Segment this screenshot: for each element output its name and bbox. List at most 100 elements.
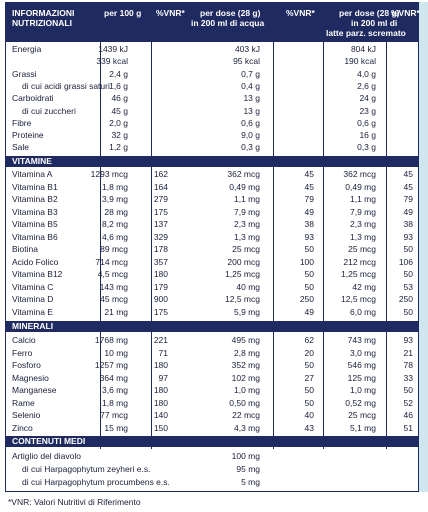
vnr-per100: 150: [153, 422, 168, 433]
dose-water-value: 0,6 g: [241, 117, 260, 128]
per100-value: 1293 mcg: [90, 169, 128, 179]
header-milk-line1: per dose (28 g): [339, 8, 400, 18]
dose-water-value: 1,3 mg: [234, 231, 260, 242]
header-vnr1: %VNR*: [156, 8, 185, 18]
per100-value: 3,9 mg: [102, 194, 128, 204]
vnr-dose-milk: 50: [403, 244, 413, 254]
column-divider: [151, 42, 152, 449]
dose-milk-value: 5,1 mg: [350, 422, 376, 433]
vnr-dose-milk: 45: [403, 181, 413, 192]
per100-value: 1,6 g: [109, 80, 128, 91]
vnr-per100: 97: [158, 372, 168, 383]
dose-water-value: 2,8 mg: [234, 347, 260, 358]
nutrient-name: Manganese: [12, 385, 57, 395]
nutrient-name: Vitamina E: [12, 306, 53, 317]
vnr-dose-water: 100: [299, 256, 314, 267]
nutrient-name: Vitamina B1: [12, 181, 58, 192]
table-row: Grassi 2,4 g 0,7 g 4,0 g: [6, 68, 418, 80]
dose-water-value: 0,3 g: [241, 142, 260, 153]
table-row: Carboidrati 46 g 13 g 24 g: [6, 92, 418, 104]
dose-milk-value: 190 kcal: [344, 56, 376, 67]
nutrition-table: INFORMAZIONI NUTRIZIONALI per 100 g %VNR…: [5, 2, 420, 492]
dose-milk-value: 0,3 g: [357, 142, 376, 153]
dose-milk-value: 125 mg: [347, 372, 376, 383]
header-per100: per 100 g: [104, 8, 142, 18]
section-header: CONTENUTI MEDI: [6, 436, 418, 447]
dose-water-value: 4,3 mg: [234, 422, 260, 433]
vnr-per100: 180: [153, 397, 168, 408]
vnr-dose-milk: 79: [403, 194, 413, 204]
dose-water-value: 352 mg: [231, 360, 260, 370]
dose-water-value: 1,25 mcg: [225, 269, 260, 279]
nutrient-name: Acido Folico: [12, 256, 59, 267]
vnr-dose-milk: 50: [403, 306, 413, 317]
vnr-dose-water: 49: [304, 206, 314, 217]
per100-value: 1,2 g: [109, 142, 128, 153]
table-row: Biotina 89 mcg 178 25 mcg 50 25 mcg 50: [6, 243, 418, 255]
dose-milk-value: 24 g: [359, 93, 376, 104]
dose-milk-value: 2,3 mg: [350, 219, 376, 229]
table-row: Sale 1,2 g 0,3 g 0,3 g: [6, 141, 418, 153]
vnr-per100: 175: [153, 206, 168, 217]
table-row: Artiglio del diavolo 100 mg: [6, 450, 418, 462]
table-row: di cui zuccheri 45 g 13 g 23 g: [6, 105, 418, 117]
nutrient-name: Vitamina C: [12, 281, 54, 292]
dose-water-value: 7,9 mg: [234, 206, 260, 217]
dose-water-value: 200 mcg: [227, 256, 260, 267]
per100-value: 89 mcg: [100, 244, 128, 254]
section-title: VITAMINE: [12, 156, 52, 166]
per100-value: 3,6 mg: [102, 385, 128, 395]
vnr-dose-water: 50: [304, 281, 314, 292]
vnr-dose-water: 50: [304, 244, 314, 254]
vnr-dose-milk: 45: [403, 169, 413, 179]
per100-value: 4,5 mcg: [97, 269, 128, 279]
per100-value: 15 mg: [104, 422, 128, 433]
vnr-per100: 140: [153, 410, 168, 420]
nutrient-name: Selenio: [12, 410, 41, 420]
vnr-dose-water: 62: [304, 335, 314, 345]
per100-value: 28 mg: [104, 206, 128, 217]
vnr-dose-milk: 49: [403, 206, 413, 217]
dose-water-value: 495 mg: [231, 335, 260, 345]
dose-milk-value: 12,5 mcg: [341, 294, 376, 304]
column-divider: [273, 42, 274, 449]
vnr-dose-milk: 33: [403, 372, 413, 383]
dose-water-value: 0,50 mg: [229, 397, 260, 408]
nutrient-name: Vitamina B6: [12, 231, 58, 242]
dose-milk-value: 1,0 mg: [350, 385, 376, 395]
table-row: Vitamina E 21 mg 175 5,9 mg 49 6,0 mg 50: [6, 306, 418, 318]
dose-water-value: 5,9 mg: [234, 306, 260, 317]
header-dose-line1: per dose (28 g): [200, 8, 261, 18]
dose-water-value: 1,0 mg: [234, 385, 260, 395]
column-divider: [323, 42, 324, 449]
vnr-dose-water: 49: [304, 306, 314, 317]
side-decoration-bar: [419, 2, 428, 492]
per100-value: 1,8 mg: [102, 181, 128, 192]
vnr-dose-water: 45: [304, 169, 314, 179]
table-header: INFORMAZIONI NUTRIZIONALI per 100 g %VNR…: [6, 3, 420, 42]
header-milk-line2: in 200 ml di: [351, 18, 398, 28]
vnr-per100: 175: [153, 306, 168, 317]
dose-milk-value: 6,0 mg: [350, 306, 376, 317]
per100-value: 2,0 g: [109, 117, 128, 128]
table-row: Selenio 77 mcg 140 22 mcg 40 25 mcg 46: [6, 409, 418, 421]
column-divider: [386, 42, 387, 449]
dose-water-value: 13 g: [243, 93, 260, 104]
dose-milk-value: 3,0 mg: [350, 347, 376, 358]
nutrient-name: Calcio: [12, 335, 36, 345]
per100-value: 1257 mg: [94, 360, 128, 370]
header-vnr3: %VNR*: [391, 8, 420, 18]
vnr-dose-milk: 93: [403, 335, 413, 345]
dose-water-value: 0,7 g: [241, 68, 260, 79]
per100-value: 1439 kJ: [98, 44, 128, 54]
vnr-footnote: *VNR: Valori Nutritivi di Riferimento: [8, 497, 141, 507]
vnr-dose-water: 250: [299, 294, 314, 304]
vnr-dose-milk: 93: [403, 231, 413, 242]
table-row: Zinco 15 mg 150 4,3 mg 43 5,1 mg 51: [6, 422, 418, 434]
per100-value: 77 mcg: [100, 410, 128, 420]
dose-water-value: 2,3 mg: [234, 219, 260, 229]
dose-water-value: 40 mg: [236, 281, 260, 292]
vnr-per100: 137: [153, 219, 168, 229]
nutrient-name: Ferro: [12, 347, 33, 358]
vnr-dose-milk: 250: [398, 294, 413, 304]
